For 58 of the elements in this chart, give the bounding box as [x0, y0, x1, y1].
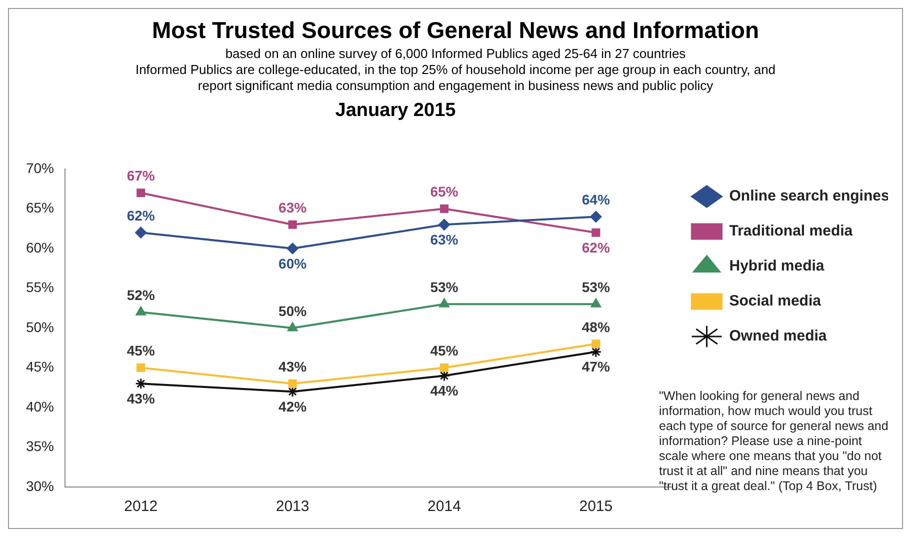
y-tick-label: 35%	[26, 438, 54, 454]
point	[438, 218, 450, 230]
point	[286, 242, 298, 254]
data-label: 47%	[582, 358, 610, 375]
y-tick-label: 50%	[26, 318, 54, 335]
data-label: 67%	[126, 168, 156, 184]
data-label: 63%	[430, 232, 459, 248]
point	[288, 220, 297, 229]
point	[592, 228, 600, 237]
point	[439, 298, 450, 308]
point	[136, 188, 146, 198]
point	[135, 378, 147, 390]
data-label: 65%	[430, 184, 459, 200]
legend-label: Social media	[729, 292, 822, 310]
data-label: 48%	[582, 318, 610, 335]
y-tick-label: 70%	[26, 160, 54, 176]
point	[135, 226, 147, 238]
data-label: 53%	[582, 279, 610, 296]
data-label: 64%	[582, 192, 610, 208]
data-label: 43%	[126, 390, 156, 407]
point	[440, 204, 449, 214]
data-label: 60%	[278, 255, 308, 272]
y-tick-label: 30%	[26, 478, 54, 494]
data-label: 42%	[278, 398, 308, 414]
point	[590, 210, 602, 222]
x-tick-label: 2014	[428, 498, 461, 516]
point	[136, 363, 146, 372]
point	[440, 363, 449, 372]
data-label: 45%	[126, 342, 156, 359]
y-tick-label: 55%	[26, 279, 54, 296]
data-label: 45%	[430, 342, 459, 359]
data-label: 43%	[278, 358, 308, 375]
legend-label: Hybrid media	[729, 258, 825, 275]
point	[592, 340, 600, 348]
point	[136, 306, 146, 316]
legend-label: Owned media	[729, 328, 828, 345]
legend-label: Traditional media	[729, 222, 854, 240]
x-tick-label: 2015	[579, 498, 613, 516]
x-tick-label: 2013	[276, 498, 310, 516]
data-label: 62%	[126, 207, 156, 224]
y-tick-label: 40%	[26, 398, 54, 414]
data-label: 53%	[430, 279, 459, 296]
y-tick-label: 60%	[26, 239, 54, 256]
point	[288, 379, 297, 388]
data-label: 50%	[278, 302, 308, 319]
data-label: 52%	[126, 286, 156, 303]
point	[590, 298, 601, 308]
data-label: 44%	[430, 382, 459, 399]
chart-subtitle: based on an online survey of 6,000 Informed Publics aged 25-64 in 27 countries Informed Publics are college-educated, in the top 25% of household income per age group in each country, and report significant media consumption and engagement in business news and public policy	[134, 46, 777, 94]
y-tick-label: 65%	[26, 200, 54, 216]
y-tick-label: 45%	[26, 358, 54, 375]
text: January 2015	[334, 100, 457, 122]
annotation: "When looking for general news and information, how much would you trust each type of source for general news and information? Please use a nine-point scale where one means that you "do not trust it at all" and nine means that you "trust it a great deal." (Top 4 Box, Trust)	[659, 389, 889, 494]
data-label: 63%	[278, 200, 308, 216]
data-label: 62%	[582, 239, 610, 256]
chart-title: Most Trusted Sources of General News and Information	[150, 17, 760, 44]
point	[287, 322, 298, 332]
x-tick-label: 2012	[124, 498, 158, 516]
